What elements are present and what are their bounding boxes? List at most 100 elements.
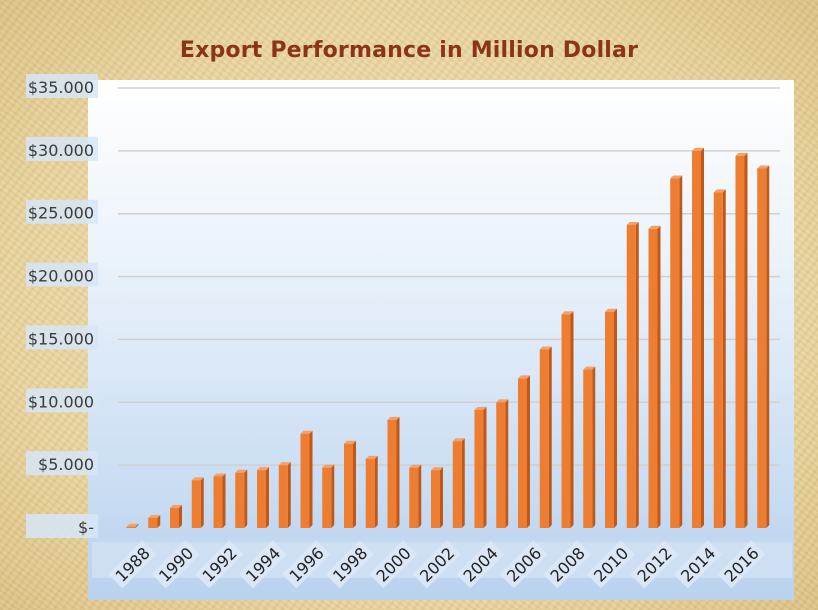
bar-side: [418, 464, 422, 528]
bar-top: [126, 523, 139, 527]
bar-side: [722, 189, 726, 529]
bar-front: [648, 228, 658, 529]
bar: [735, 152, 748, 528]
bar: [278, 462, 291, 528]
x-tick-label-background: [543, 540, 592, 589]
bar-front: [387, 419, 397, 528]
bar-top: [474, 406, 487, 410]
x-tick-label-background: [369, 540, 418, 589]
bar: [474, 406, 487, 528]
bar: [583, 366, 596, 528]
bar: [648, 225, 661, 529]
bar-top: [257, 467, 269, 471]
y-tick-label-background: [26, 514, 98, 538]
bar-top: [148, 514, 161, 518]
bar-front: [365, 458, 375, 528]
bar-side: [527, 375, 530, 528]
bar-front: [539, 349, 549, 528]
bar-top: [191, 477, 204, 481]
bar: [322, 464, 335, 528]
bar-side: [679, 175, 683, 528]
bar-side: [135, 523, 139, 528]
y-tick-label-background: [26, 388, 98, 413]
bar: [344, 440, 356, 528]
bar-front: [300, 433, 310, 528]
bar-top: [670, 175, 683, 179]
bars: [126, 147, 770, 529]
gridlines: [118, 87, 780, 466]
bar: [387, 416, 400, 528]
x-tick-label-background: [151, 540, 200, 589]
bar: [692, 147, 704, 528]
bar-side: [157, 514, 161, 528]
bar-side: [440, 467, 443, 528]
bar-top: [300, 430, 313, 434]
x-tick-label-background: [195, 540, 244, 589]
bar-front: [235, 472, 245, 528]
bar-side: [331, 464, 335, 528]
bar-front: [126, 526, 136, 528]
bar-front: [713, 192, 723, 529]
bar-top: [496, 399, 509, 403]
bar-front: [518, 378, 527, 528]
bar: [191, 477, 204, 528]
bar-top: [278, 462, 291, 466]
bar-top: [757, 165, 770, 169]
bar-top: [431, 467, 443, 471]
y-tick-label-background: [26, 325, 98, 350]
bar-top: [713, 189, 726, 193]
x-tick-label-background: [499, 540, 548, 589]
bar-side: [744, 152, 748, 528]
y-axis-tick-labels: $- $5.000 $10.000 $15.000 $20.000 $25.000 $30.…: [26, 74, 98, 538]
bar: [539, 346, 552, 528]
bar: [235, 469, 248, 528]
bar-front: [344, 443, 353, 528]
bar-top: [648, 225, 661, 229]
x-tick-label-background: [108, 540, 157, 589]
y-tick-label: $15.000: [28, 329, 94, 348]
bar-top: [452, 438, 465, 442]
y-tick-label: $35.000: [28, 78, 94, 97]
bar-side: [374, 455, 378, 528]
bar-top: [735, 152, 748, 156]
bar-front: [605, 311, 614, 528]
y-tick-label-background: [26, 136, 98, 161]
y-tick-label: $20.000: [28, 267, 94, 286]
bar: [257, 467, 269, 528]
bar-side: [548, 346, 552, 528]
bar: [409, 464, 422, 528]
x-tick-label-background: [456, 540, 505, 589]
bar-side: [396, 416, 400, 528]
bar-top: [626, 222, 639, 226]
bar: [713, 189, 726, 529]
bar-top: [213, 473, 226, 477]
bar-front: [191, 480, 201, 528]
x-tick-label-background: [412, 540, 461, 589]
y-tick-label: $30.000: [28, 141, 94, 160]
y-tick-label-background: [26, 199, 98, 224]
bar-side: [222, 473, 226, 528]
bar-top: [387, 416, 400, 420]
bar: [626, 222, 639, 528]
bar: [213, 473, 226, 528]
bar-front: [735, 155, 745, 528]
bar-side: [179, 504, 182, 528]
bar-side: [592, 366, 596, 528]
x-tick-label-background: [717, 540, 766, 589]
bar-top: [322, 464, 335, 468]
y-tick-label: $5.000: [38, 455, 94, 474]
bar-front: [170, 507, 179, 528]
x-tick-label-background: [325, 540, 374, 589]
bar-side: [287, 462, 291, 528]
bar-front: [409, 467, 419, 528]
bar-side: [505, 399, 509, 528]
bar-front: [474, 409, 484, 528]
bar: [452, 438, 465, 528]
bar-side: [635, 222, 639, 528]
y-tick-label-background: [26, 451, 98, 476]
bar: [126, 523, 139, 528]
bar: [518, 375, 530, 528]
y-tick-label: $25.000: [28, 204, 94, 223]
y-tick-label: $-: [78, 518, 94, 537]
